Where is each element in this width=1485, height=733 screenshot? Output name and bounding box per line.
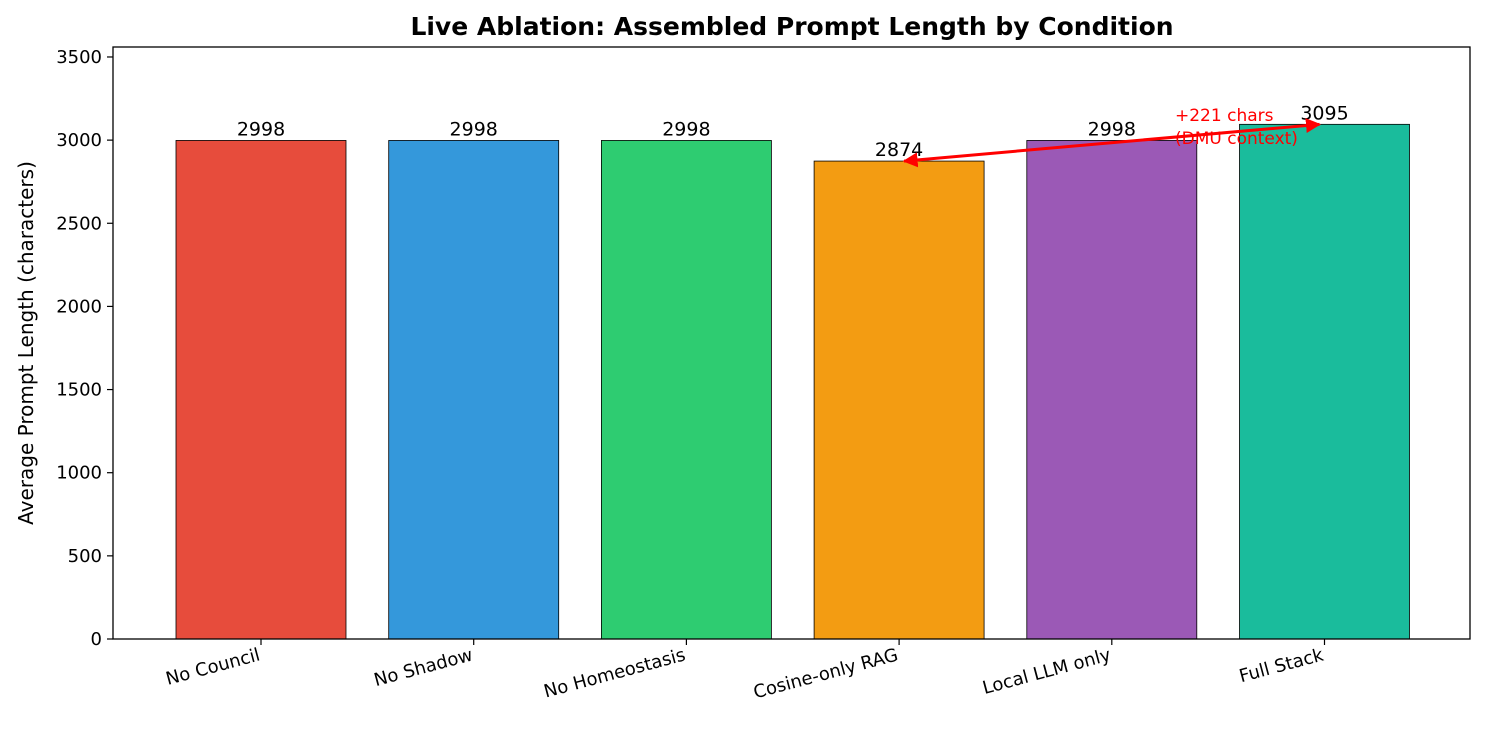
data-label-3: 2874 (875, 139, 923, 161)
annotation-arrow (902, 118, 1321, 168)
bar-1 (388, 140, 560, 640)
y-tick-label-0: 0 (91, 629, 102, 650)
x-tick-label-1: No Shadow (372, 645, 475, 691)
y-tick-label-3000: 3000 (56, 130, 102, 151)
chart-title: Live Ablation: Assembled Prompt Length b… (410, 12, 1173, 41)
data-label-5: 3095 (1300, 102, 1348, 124)
x-tick-label-3: Cosine-only RAG (751, 645, 900, 704)
bar-4 (1026, 140, 1198, 640)
bar-2 (601, 140, 772, 640)
y-axis-label: Average Prompt Length (characters) (14, 161, 38, 525)
x-tick-label-2: No Homeostasis (542, 645, 688, 703)
y-tick-label-2500: 2500 (56, 213, 102, 234)
annotation-line-1: +221 chars (1175, 106, 1274, 126)
data-label-1: 2998 (450, 118, 498, 140)
x-tick-label-4: Local LLM only (980, 644, 1113, 698)
bar-3 (813, 160, 985, 640)
y-tick-label-1500: 1500 (56, 380, 102, 401)
annotation-text: +221 chars (DMU context) (1175, 106, 1298, 149)
bar-5 (1239, 123, 1410, 640)
x-tick-label-5: Full Stack (1237, 644, 1326, 687)
plot-area: 0 500 1000 1500 2000 2500 3000 3500 2998 No Counc… (56, 47, 1410, 704)
x-tick-label-0: No Council (164, 645, 263, 690)
plot-frame (112, 46, 1471, 640)
bar-0 (175, 140, 347, 640)
y-tick-label-2000: 2000 (56, 296, 102, 317)
data-label-0: 2998 (237, 118, 285, 140)
y-tick-label-500: 500 (68, 546, 102, 567)
data-label-2: 2998 (662, 118, 710, 140)
annotation-line-2: (DMU context) (1175, 129, 1298, 149)
y-tick-label-3500: 3500 (56, 47, 102, 68)
y-tick-label-1000: 1000 (56, 463, 102, 484)
data-label-4: 2998 (1088, 118, 1136, 140)
annotation: +221 chars (DMU context) (902, 106, 1321, 168)
